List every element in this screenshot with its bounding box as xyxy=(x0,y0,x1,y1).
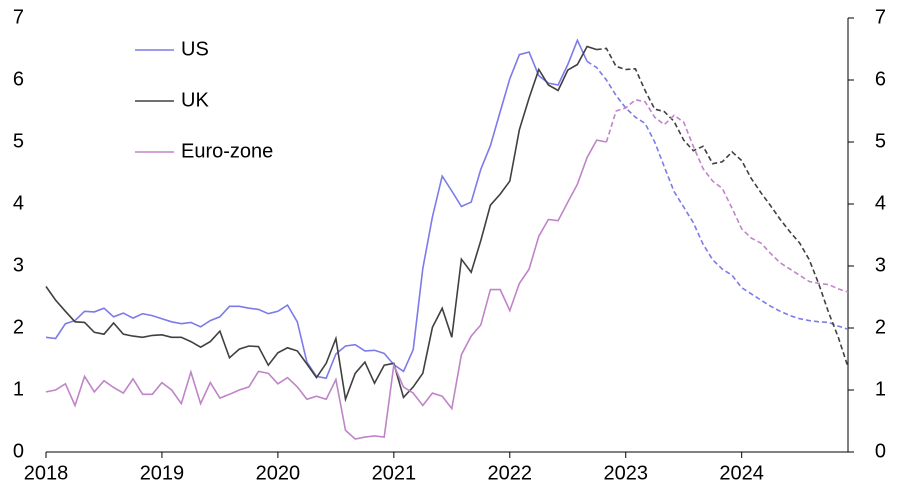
x-tick-label: 2018 xyxy=(24,462,69,484)
line-actual xyxy=(45,139,607,440)
x-tick-label: 2023 xyxy=(603,462,648,484)
y-tick-label: 5 xyxy=(13,130,24,152)
y2-tick-label: 3 xyxy=(875,254,886,276)
y2-tick-label: 4 xyxy=(875,192,886,214)
y-tick-label: 7 xyxy=(13,6,24,28)
line-actual xyxy=(45,38,588,380)
y-tick-label: 4 xyxy=(13,192,24,214)
y-tick-label: 2 xyxy=(13,316,24,338)
y-tick-label: 0 xyxy=(13,440,24,462)
y-tick-label: 1 xyxy=(13,378,24,400)
x-tick-label: 2022 xyxy=(488,462,533,484)
y-tick-label: 6 xyxy=(13,68,24,90)
legend-label: US xyxy=(181,38,209,60)
line-actual xyxy=(45,45,597,403)
legend-label: Euro-zone xyxy=(181,140,273,162)
y2-tick-label: 0 xyxy=(875,440,886,462)
y2-tick-label: 7 xyxy=(875,6,886,28)
y2-tick-label: 2 xyxy=(875,316,886,338)
x-tick-label: 2020 xyxy=(256,462,301,484)
y2-tick-label: 6 xyxy=(875,68,886,90)
x-tick-label: 2021 xyxy=(372,462,417,484)
y2-tick-label: 5 xyxy=(875,130,886,152)
line-forecast xyxy=(586,60,849,330)
line-forecast xyxy=(605,98,849,293)
line-forecast xyxy=(596,47,849,368)
legend-label: UK xyxy=(181,89,209,111)
y2-tick-label: 1 xyxy=(875,378,886,400)
x-tick-label: 2019 xyxy=(140,462,185,484)
x-tick-label: 2024 xyxy=(719,462,764,484)
y-tick-label: 3 xyxy=(13,254,24,276)
